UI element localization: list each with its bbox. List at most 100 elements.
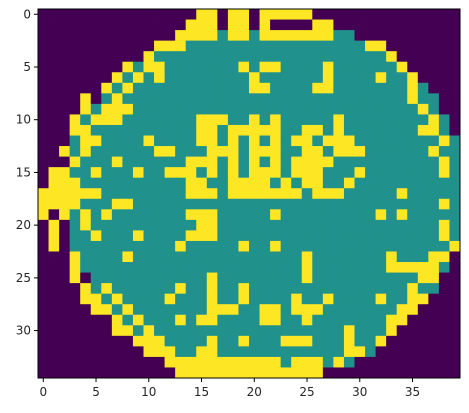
heatmap-cell	[69, 156, 81, 168]
heatmap-cell	[122, 272, 134, 284]
heatmap-cell	[428, 219, 440, 231]
heatmap-cell	[407, 82, 419, 94]
heatmap-cell	[428, 283, 440, 295]
heatmap-cell	[270, 146, 282, 157]
heatmap-cell	[175, 314, 187, 326]
heatmap-cell	[375, 356, 387, 368]
heatmap-cell	[333, 72, 345, 84]
heatmap-cell	[132, 82, 144, 94]
heatmap-cell	[312, 19, 324, 31]
heatmap-cell	[227, 156, 239, 168]
heatmap-cell	[396, 314, 408, 326]
heatmap-cell	[354, 40, 366, 52]
heatmap-cell	[354, 30, 366, 42]
heatmap-cell	[143, 61, 155, 73]
heatmap-cell	[185, 19, 197, 31]
heatmap-cell	[417, 61, 429, 73]
heatmap-cell	[333, 124, 345, 136]
heatmap-cell	[59, 9, 71, 20]
heatmap-cell	[175, 40, 187, 52]
heatmap-cell	[143, 40, 155, 52]
heatmap-cell	[375, 40, 387, 52]
heatmap-cell	[122, 124, 134, 136]
heatmap-cell	[343, 325, 355, 337]
heatmap-cell	[132, 19, 144, 31]
heatmap-cell	[164, 230, 176, 242]
heatmap-cell	[69, 367, 81, 379]
heatmap-cell	[365, 314, 376, 326]
heatmap-cell	[101, 40, 113, 52]
heatmap-cell	[217, 9, 229, 20]
heatmap-cell	[154, 251, 165, 263]
heatmap-cell	[238, 30, 250, 42]
heatmap-cell	[312, 61, 324, 73]
heatmap-cell	[80, 262, 92, 273]
heatmap-cell	[217, 167, 229, 179]
heatmap-cell	[354, 219, 366, 231]
heatmap-cell	[333, 335, 345, 347]
heatmap-cell	[396, 167, 408, 179]
heatmap-cell	[301, 262, 313, 273]
heatmap-cell	[164, 251, 176, 263]
heatmap-cell	[185, 135, 197, 147]
heatmap-cell	[69, 146, 81, 157]
heatmap-cell	[238, 188, 250, 200]
heatmap-cell	[322, 135, 334, 147]
heatmap-cell	[291, 356, 303, 368]
heatmap-cell	[333, 146, 345, 157]
heatmap-cell	[343, 262, 355, 273]
heatmap-cell	[59, 114, 71, 126]
heatmap-cell	[122, 103, 134, 115]
heatmap-cell	[417, 30, 429, 42]
heatmap-cell	[396, 30, 408, 42]
heatmap-cell	[428, 198, 440, 210]
heatmap-cell	[270, 103, 282, 115]
heatmap-cell	[375, 51, 387, 63]
x-tick-label: 25	[299, 385, 314, 399]
heatmap-cell	[449, 40, 461, 52]
heatmap-cell	[206, 272, 218, 284]
heatmap-cell	[333, 314, 345, 326]
heatmap-cell	[322, 9, 334, 20]
heatmap-cell	[196, 9, 208, 20]
heatmap-cell	[48, 367, 60, 379]
heatmap-cell	[196, 103, 208, 115]
heatmap-cell	[206, 188, 218, 200]
heatmap-cell	[449, 146, 461, 157]
heatmap-cell	[143, 262, 155, 273]
heatmap-cell	[175, 19, 187, 31]
heatmap-cell	[333, 135, 345, 147]
heatmap-cell	[270, 240, 282, 252]
heatmap-cell	[38, 293, 49, 305]
heatmap-cell	[111, 272, 123, 284]
heatmap-cell	[206, 240, 218, 252]
heatmap-cell	[38, 325, 49, 337]
heatmap-cell	[101, 146, 113, 157]
heatmap-cell	[280, 314, 292, 326]
heatmap-cell	[122, 283, 134, 295]
heatmap-cell	[386, 230, 398, 242]
heatmap-cell	[238, 251, 250, 263]
heatmap-cell	[238, 177, 250, 189]
heatmap-cell	[343, 346, 355, 358]
heatmap-cell	[386, 30, 398, 42]
heatmap-cell	[90, 335, 102, 347]
heatmap-cell	[365, 51, 376, 63]
heatmap-cell	[154, 304, 165, 316]
heatmap-cell	[259, 209, 271, 221]
heatmap-cell	[249, 177, 260, 189]
heatmap-cell	[143, 272, 155, 284]
heatmap-cell	[122, 156, 134, 168]
heatmap-cell	[185, 367, 197, 379]
heatmap-cell	[375, 167, 387, 179]
heatmap-cell	[417, 135, 429, 147]
x-tick-label: 15	[194, 385, 209, 399]
heatmap-cell	[291, 209, 303, 221]
heatmap-cell	[333, 356, 345, 368]
heatmap-cell	[428, 93, 440, 105]
heatmap-cell	[428, 135, 440, 147]
heatmap-cell	[69, 335, 81, 347]
heatmap-cell	[217, 209, 229, 221]
heatmap-cell	[407, 262, 419, 273]
heatmap-cell	[280, 103, 292, 115]
